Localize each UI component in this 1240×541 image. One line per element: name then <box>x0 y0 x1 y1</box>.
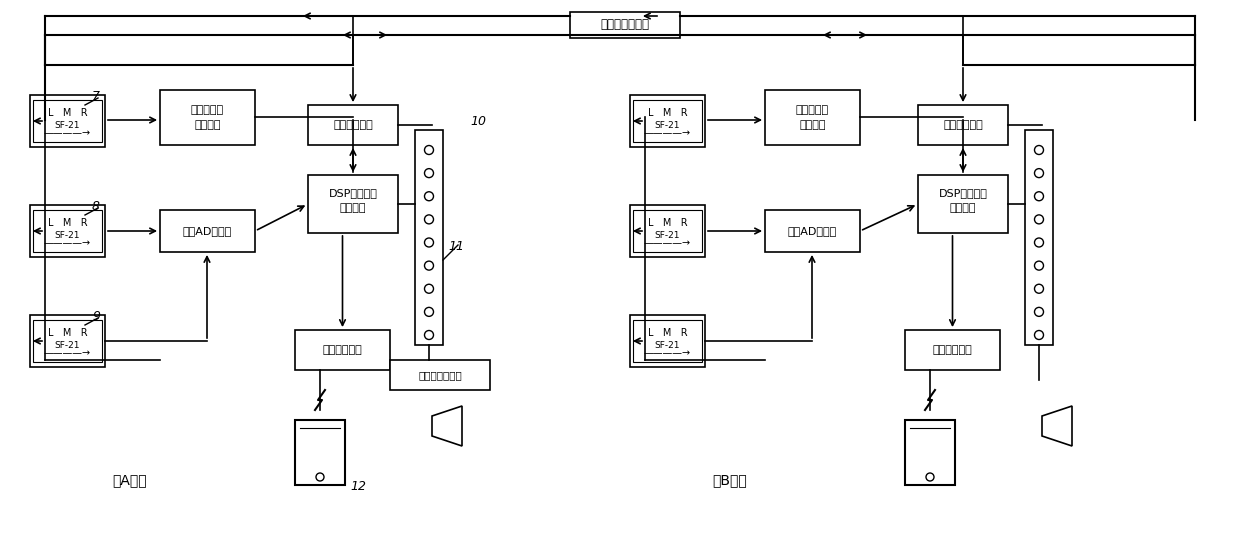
Text: 第二红外传感器: 第二红外传感器 <box>418 370 461 380</box>
Text: 9: 9 <box>92 310 100 323</box>
Text: L   M   R: L M R <box>647 328 687 338</box>
FancyBboxPatch shape <box>630 205 706 257</box>
FancyBboxPatch shape <box>765 90 861 145</box>
Text: L   M   R: L M R <box>47 108 87 118</box>
Text: 11: 11 <box>448 240 464 253</box>
Text: DSP数字信号: DSP数字信号 <box>939 188 987 198</box>
Text: 处理单元: 处理单元 <box>340 203 366 213</box>
FancyBboxPatch shape <box>630 315 706 367</box>
Text: 7: 7 <box>92 90 100 103</box>
Text: SF-21: SF-21 <box>655 230 681 240</box>
FancyBboxPatch shape <box>30 205 105 257</box>
FancyBboxPatch shape <box>308 105 398 145</box>
FancyBboxPatch shape <box>295 420 345 485</box>
Text: （A柱）: （A柱） <box>113 473 148 487</box>
Text: ————→: ————→ <box>43 348 91 358</box>
FancyBboxPatch shape <box>632 320 702 362</box>
Text: SF-21: SF-21 <box>655 340 681 349</box>
Text: DSP数字信号: DSP数字信号 <box>329 188 377 198</box>
Text: 第一红外传感器: 第一红外传感器 <box>600 18 650 31</box>
FancyBboxPatch shape <box>33 100 102 142</box>
Text: SF-21: SF-21 <box>55 121 81 129</box>
Polygon shape <box>1042 406 1073 446</box>
Text: L   M   R: L M R <box>647 218 687 228</box>
Text: SF-21: SF-21 <box>655 121 681 129</box>
FancyBboxPatch shape <box>630 95 706 147</box>
Text: 8: 8 <box>92 200 100 213</box>
FancyBboxPatch shape <box>918 175 1008 233</box>
Text: 功率放大电路: 功率放大电路 <box>944 120 983 130</box>
Text: L   M   R: L M R <box>647 108 687 118</box>
Text: ————→: ————→ <box>43 128 91 138</box>
Text: 信号模块: 信号模块 <box>195 120 221 130</box>
FancyBboxPatch shape <box>33 210 102 252</box>
FancyBboxPatch shape <box>160 90 255 145</box>
Text: 高速AD转换器: 高速AD转换器 <box>787 226 837 236</box>
FancyBboxPatch shape <box>160 210 255 252</box>
FancyBboxPatch shape <box>918 105 1008 145</box>
Text: 12: 12 <box>350 480 366 493</box>
FancyBboxPatch shape <box>1025 130 1053 345</box>
Text: ————→: ————→ <box>644 238 691 248</box>
Text: 10: 10 <box>470 115 486 128</box>
Text: SF-21: SF-21 <box>55 230 81 240</box>
FancyBboxPatch shape <box>905 420 955 485</box>
Text: ————→: ————→ <box>644 348 691 358</box>
FancyBboxPatch shape <box>295 330 391 370</box>
Text: 磁通门激励: 磁通门激励 <box>191 105 224 115</box>
FancyBboxPatch shape <box>632 210 702 252</box>
FancyBboxPatch shape <box>391 360 490 390</box>
Text: 蓝牙通讯单元: 蓝牙通讯单元 <box>322 345 362 355</box>
Text: ————→: ————→ <box>644 128 691 138</box>
Text: L   M   R: L M R <box>47 328 87 338</box>
Text: L   M   R: L M R <box>47 218 87 228</box>
Text: （B柱）: （B柱） <box>713 473 748 487</box>
Text: 磁通门激励: 磁通门激励 <box>796 105 830 115</box>
FancyBboxPatch shape <box>30 315 105 367</box>
FancyBboxPatch shape <box>765 210 861 252</box>
Text: 处理单元: 处理单元 <box>950 203 976 213</box>
Text: 信号模块: 信号模块 <box>800 120 826 130</box>
Text: 蓝牙通讯单元: 蓝牙通讯单元 <box>932 345 972 355</box>
Text: SF-21: SF-21 <box>55 340 81 349</box>
FancyBboxPatch shape <box>33 320 102 362</box>
FancyBboxPatch shape <box>632 100 702 142</box>
FancyBboxPatch shape <box>30 95 105 147</box>
FancyBboxPatch shape <box>415 130 443 345</box>
FancyBboxPatch shape <box>570 12 680 38</box>
Text: ————→: ————→ <box>43 238 91 248</box>
FancyBboxPatch shape <box>308 175 398 233</box>
Text: 高速AD转换器: 高速AD转换器 <box>182 226 232 236</box>
Text: 功率放大电路: 功率放大电路 <box>334 120 373 130</box>
Polygon shape <box>432 406 463 446</box>
FancyBboxPatch shape <box>905 330 999 370</box>
